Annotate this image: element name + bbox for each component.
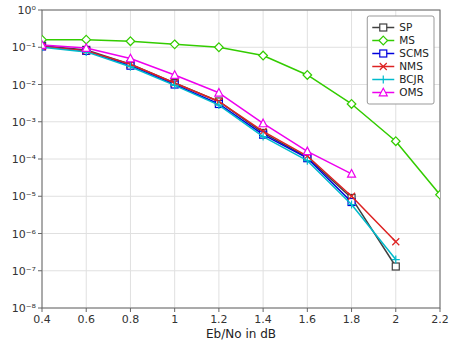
tick [351,308,352,312]
marker [348,193,355,200]
marker [347,100,356,109]
axes: 0.40.60.811.21.41.61.822.210⁻⁸10⁻⁷10⁻⁶10… [12,4,449,326]
marker [303,147,311,155]
legend-label: NMS [399,60,423,72]
series [42,41,356,177]
grid [42,10,440,308]
tick [263,308,264,312]
axis-label: Eb/No in dB [206,327,276,341]
legend-marker [379,76,387,84]
tick-label: 10⁻¹ [12,41,36,54]
grid-line [42,196,440,197]
marker [348,170,356,178]
legend-marker [380,24,387,31]
tick [218,308,219,312]
legend: SPMSSCMSNMSBCJROMS [367,16,434,104]
marker [303,157,311,165]
line [42,46,352,202]
marker [392,256,400,264]
tick-label: 10⁻⁷ [12,265,36,278]
marker [391,137,400,146]
marker [259,133,267,141]
plot-area [42,10,440,308]
marker [126,37,135,46]
tick-label: 2.2 [431,313,449,326]
tick [38,84,42,85]
tick [42,308,43,312]
marker [392,263,399,270]
tick [307,308,308,312]
tick-label: 10⁻² [12,79,36,92]
marker [259,51,268,60]
legend-box [367,16,434,104]
series [42,43,400,263]
marker [303,71,312,80]
line [42,47,396,259]
marker [126,54,134,62]
legend-marker [379,88,387,96]
marker [348,201,356,209]
chart: 0.40.60.811.21.41.61.822.210⁻⁸10⁻⁷10⁻⁶10… [0,0,454,344]
line [42,45,352,174]
marker [82,44,90,52]
marker [42,41,46,49]
tick-label: 10⁻⁵ [12,190,36,203]
tick-label: 10⁻³ [12,116,36,129]
series [42,43,355,206]
marker [215,101,223,109]
tick [38,159,42,160]
grid-line [42,159,440,160]
tick-label: 0.6 [77,313,95,326]
tick-label: 10⁻⁶ [12,228,37,241]
tick [130,308,131,312]
legend-label: MS [399,34,415,46]
tick [440,308,441,312]
tick-label: 10⁻⁸ [12,302,37,315]
tick-label: 1.2 [210,313,228,326]
tick [38,270,42,271]
marker [215,43,224,52]
tick-label: 2 [392,313,399,326]
tick-label: 1.6 [299,313,317,326]
tick-label: 10⁰ [18,4,37,17]
marker [171,81,179,89]
marker [126,63,134,71]
legend-label: BCJR [399,73,424,85]
legend-marker [380,63,387,70]
legend-label: SP [399,21,412,33]
tick [38,233,42,234]
marker [170,40,179,49]
tick-label: 0.8 [122,313,140,326]
series [42,43,399,245]
tick [86,308,87,312]
grid-line [42,233,440,234]
tick [38,196,42,197]
legend-marker [380,50,387,57]
tick [38,308,42,309]
legend-label: OMS [399,86,423,98]
tick-label: 1.4 [254,313,272,326]
marker [392,238,399,245]
tick-label: 1 [171,313,178,326]
legend-label: SCMS [399,47,429,59]
series [42,42,399,270]
grid-line [42,270,440,271]
tick [38,47,42,48]
marker [436,190,440,199]
tick [395,308,396,312]
line [42,46,396,267]
marker [215,88,223,96]
tick [174,308,175,312]
tick [38,10,42,11]
tick [38,121,42,122]
tick-label: 10⁻⁴ [12,153,37,166]
line [42,46,396,241]
marker [259,119,267,127]
legend-marker [379,36,388,45]
marker [171,71,179,79]
tick-label: 1.8 [343,313,361,326]
frame [42,10,440,308]
